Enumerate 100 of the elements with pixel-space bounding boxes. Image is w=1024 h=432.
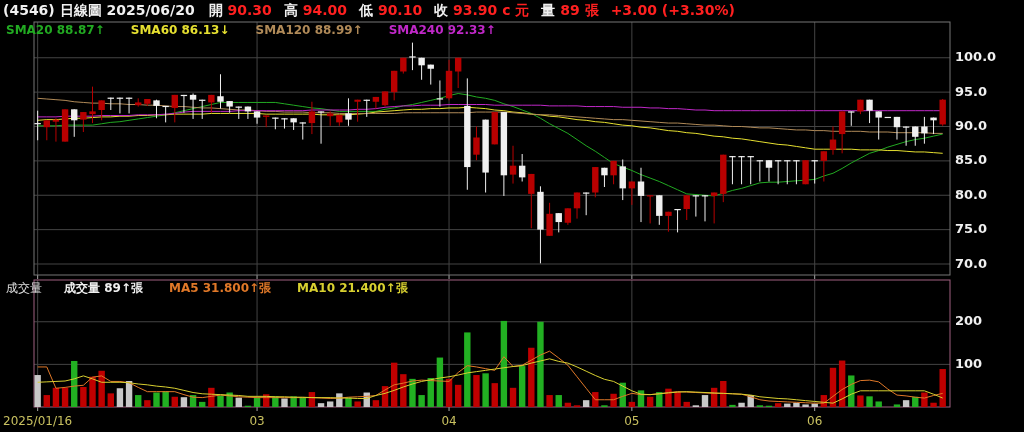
- bar: [235, 397, 242, 407]
- bar: [80, 386, 87, 407]
- bar: [409, 378, 416, 407]
- bar: [454, 384, 462, 407]
- text: 成交量 89↑張: [63, 281, 144, 295]
- candlestick: [80, 111, 87, 133]
- y-tick-label: 95.0: [955, 83, 988, 99]
- candlestick: [372, 96, 380, 110]
- candlestick: [308, 101, 316, 135]
- bar: [144, 400, 151, 407]
- bar: [738, 402, 745, 407]
- bar: [372, 400, 380, 407]
- candlestick: [171, 94, 178, 123]
- bar: [537, 321, 544, 407]
- bar: [98, 370, 105, 407]
- text: SMA240 92.33↑: [388, 23, 496, 37]
- x-tick-label: 04: [441, 414, 457, 428]
- y-tick-label: 80.0: [955, 186, 988, 202]
- candlestick: [637, 167, 645, 223]
- bar: [893, 404, 901, 407]
- candlestick: [838, 110, 846, 154]
- y-tick-label: 100.0: [955, 49, 997, 65]
- candlestick: [98, 99, 105, 121]
- bar: [354, 401, 361, 407]
- text: 開 90.30: [208, 2, 273, 18]
- bar: [628, 401, 636, 407]
- chart-title: (4546) 日線圖 2025/06/20: [3, 2, 195, 18]
- candlestick: [217, 73, 224, 110]
- bar: [199, 401, 206, 407]
- bar: [317, 403, 325, 407]
- bar: [473, 375, 480, 407]
- bar: [701, 395, 709, 407]
- chart-title: 成交量: [6, 281, 42, 295]
- y-tick-label: 75.0: [955, 221, 988, 237]
- bar: [866, 396, 873, 407]
- candlestick: [848, 110, 855, 127]
- bar: [217, 395, 224, 407]
- candlestick: [299, 121, 306, 141]
- bar: [153, 392, 160, 407]
- bar: [43, 395, 50, 407]
- candlestick: [317, 110, 325, 145]
- candlestick: [921, 116, 928, 145]
- text: SMA20 88.87↑: [6, 23, 105, 37]
- text: SMA120 88.99↑: [255, 23, 363, 37]
- bar: [683, 401, 690, 407]
- bar: [857, 395, 864, 407]
- x-tick-label: 05: [624, 414, 640, 428]
- bar: [326, 401, 334, 407]
- candlestick: [345, 97, 352, 127]
- candlestick: [71, 108, 78, 138]
- y-tick-label: 200: [955, 313, 983, 329]
- candlestick: [52, 117, 60, 143]
- candlestick: [253, 110, 261, 125]
- candlestick: [555, 212, 562, 233]
- bar: [135, 395, 142, 407]
- text: +3.00 (+3.30%): [610, 2, 735, 18]
- text: MA10 21.400↑張: [297, 281, 409, 295]
- bar: [400, 374, 407, 407]
- bar: [89, 376, 96, 407]
- bar: [582, 400, 590, 407]
- candlestick: [765, 159, 773, 182]
- bar: [875, 401, 882, 407]
- bar: [162, 391, 169, 407]
- candlestick: [546, 202, 553, 237]
- bar: [729, 404, 736, 407]
- candlestick: [829, 126, 837, 156]
- bar: [802, 404, 809, 407]
- text: 收 93.90 c 元: [434, 2, 530, 18]
- bar: [116, 388, 124, 407]
- candlestick: [820, 150, 828, 182]
- bar: [171, 396, 178, 407]
- y-tick-label: 90.0: [955, 118, 988, 133]
- x-tick-label: 06: [807, 414, 823, 428]
- bar: [418, 395, 425, 407]
- candlestick: [390, 70, 398, 101]
- bar: [509, 387, 517, 407]
- text: 高 94.00: [283, 2, 348, 18]
- candlestick: [473, 126, 480, 161]
- bar: [646, 396, 654, 407]
- bar: [555, 395, 562, 407]
- text: MA5 31.800↑張: [168, 281, 273, 295]
- bar: [546, 395, 553, 407]
- bar: [939, 369, 946, 407]
- y-tick-label: 85.0: [955, 152, 988, 168]
- bar: [61, 387, 69, 407]
- candlestick: [89, 86, 96, 124]
- candlestick: [683, 194, 690, 221]
- x-tick-label: 2025/01/16: [3, 414, 73, 428]
- x-tick-label: 03: [249, 414, 265, 428]
- bar: [500, 320, 508, 407]
- bar: [902, 400, 910, 407]
- candlestick: [656, 194, 663, 226]
- bar: [774, 403, 782, 407]
- candlestick: [189, 93, 197, 120]
- candlestick: [436, 79, 444, 108]
- text: SMA60 86.13↓: [130, 23, 230, 37]
- candlestick: [409, 42, 416, 71]
- bar: [518, 366, 526, 407]
- candlestick: [509, 145, 517, 185]
- bar: [464, 332, 471, 407]
